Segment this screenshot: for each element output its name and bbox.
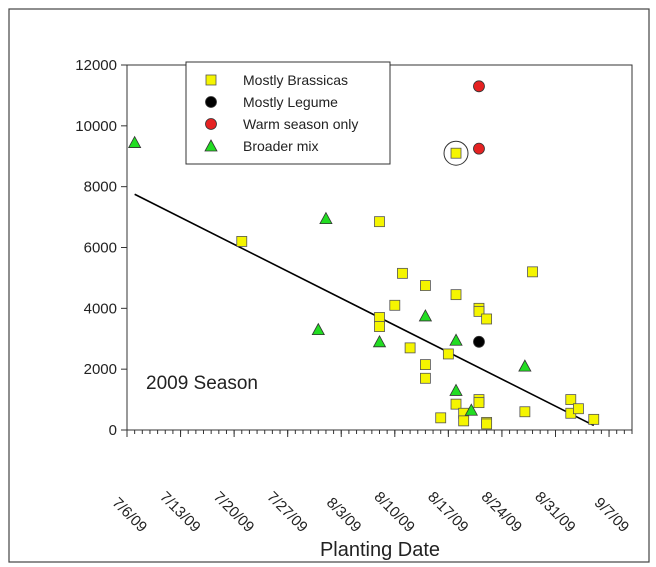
broader-mix-point bbox=[319, 211, 333, 225]
legend-label: Mostly Brassicas bbox=[243, 72, 348, 88]
mostly-brassicas-point bbox=[450, 398, 462, 410]
broader-mix-point bbox=[418, 309, 433, 322]
legend-marker bbox=[205, 74, 217, 86]
mostly-brassicas-point bbox=[450, 289, 462, 301]
legend-box bbox=[185, 61, 391, 165]
y-axis: 0 2000 4000 6000 8000 10000 12000 bbox=[75, 57, 127, 439]
y-tick-label: 12000 bbox=[75, 57, 117, 74]
data-marks bbox=[127, 80, 600, 430]
broader-mix-point bbox=[518, 359, 532, 372]
y-tick-label: 6000 bbox=[84, 240, 117, 257]
x-axis-label: Planting Date bbox=[320, 539, 440, 561]
mostly-brassicas-point bbox=[481, 313, 493, 325]
y-tick-label: 10000 bbox=[75, 118, 117, 135]
mostly-brassicas-point bbox=[404, 342, 416, 354]
mostly-brassicas-point bbox=[481, 418, 493, 430]
legend-marker bbox=[204, 139, 218, 152]
mostly-brassicas-point bbox=[442, 348, 454, 360]
broader-mix-point bbox=[449, 333, 463, 346]
mostly-brassicas-point bbox=[374, 312, 385, 323]
mostly-brassicas-point bbox=[420, 280, 431, 291]
legend-label: Broader mix bbox=[243, 138, 318, 154]
mostly-brassicas-point bbox=[527, 266, 538, 278]
legend-marker bbox=[205, 96, 217, 108]
mostly-brassicas-point bbox=[565, 394, 577, 405]
mostly-brassicas-point bbox=[573, 403, 584, 415]
mostly-brassicas-point bbox=[374, 321, 385, 332]
mostly-brassicas-point bbox=[374, 216, 385, 228]
warm-season-only-point bbox=[473, 142, 485, 155]
y-tick-label: 8000 bbox=[84, 179, 117, 196]
mostly-brassicas-point bbox=[450, 147, 462, 159]
mostly-brassicas-point bbox=[236, 236, 248, 247]
mostly-brassicas-point bbox=[420, 372, 431, 384]
mostly-legume-point bbox=[473, 335, 485, 348]
y-tick-label: 4000 bbox=[84, 300, 117, 317]
legend-label: Mostly Legume bbox=[243, 94, 338, 110]
y-tick-label: 2000 bbox=[84, 361, 117, 378]
broader-mix-point bbox=[464, 403, 478, 416]
broader-mix-point bbox=[127, 135, 142, 148]
mostly-brassicas-point bbox=[389, 299, 401, 311]
legend-marker bbox=[205, 118, 217, 130]
broader-mix-point bbox=[311, 322, 325, 336]
mostly-brassicas-point bbox=[397, 267, 408, 279]
mostly-brassicas-point bbox=[420, 359, 431, 371]
mostly-brassicas-point bbox=[458, 415, 470, 427]
mostly-brassicas-point bbox=[473, 305, 485, 317]
warm-season-only-point bbox=[473, 80, 485, 93]
mostly-brassicas-point bbox=[473, 397, 485, 409]
legend: Mostly Brassicas Mostly Legume Warm season… bbox=[185, 61, 391, 165]
mostly-brassicas-point bbox=[588, 413, 600, 425]
trendline bbox=[134, 193, 595, 427]
legend-label: Warm season only bbox=[243, 116, 358, 132]
broader-mix-point bbox=[449, 383, 463, 396]
highlight-ring bbox=[443, 140, 469, 166]
y-tick-label: 0 bbox=[109, 422, 117, 439]
mostly-brassicas-point bbox=[519, 406, 531, 418]
broader-mix-point bbox=[372, 334, 387, 348]
mostly-brassicas-point bbox=[435, 412, 447, 424]
season-annotation: 2009 Season bbox=[146, 373, 258, 394]
